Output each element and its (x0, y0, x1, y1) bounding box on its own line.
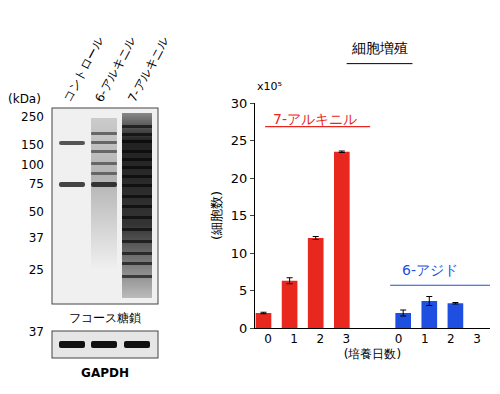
svg-text:コントロール: コントロール (60, 34, 106, 104)
svg-text:(培養日数): (培養日数) (344, 347, 401, 361)
svg-text:x10⁵: x10⁵ (257, 80, 282, 93)
svg-text:1: 1 (290, 332, 298, 346)
svg-text:250: 250 (21, 110, 44, 124)
svg-text:15: 15 (231, 208, 248, 223)
svg-text:細胞増殖: 細胞増殖 (351, 40, 408, 56)
svg-text:2: 2 (447, 332, 455, 346)
svg-text:50: 50 (29, 205, 44, 219)
svg-text:7-アルキニル: 7-アルキニル (125, 34, 171, 104)
svg-text:75: 75 (29, 177, 44, 191)
svg-text:37: 37 (29, 325, 44, 339)
svg-text:25: 25 (29, 263, 44, 277)
svg-text:2: 2 (316, 332, 324, 346)
svg-text:3: 3 (343, 332, 351, 346)
svg-text:6-アジド: 6-アジド (402, 262, 458, 278)
svg-text:1: 1 (421, 332, 429, 346)
svg-text:(kDa): (kDa) (8, 92, 41, 106)
svg-text:20: 20 (231, 171, 248, 186)
svg-text:3: 3 (473, 332, 481, 346)
svg-text:0: 0 (395, 332, 403, 346)
svg-text:100: 100 (21, 158, 44, 172)
svg-text:0: 0 (239, 321, 247, 336)
svg-text:6-アルキニル: 6-アルキニル (92, 34, 138, 104)
svg-text:フコース糖鎖: フコース糖鎖 (69, 311, 141, 325)
svg-text:7-アルキニル: 7-アルキニル (273, 111, 357, 127)
svg-text:(細胞数): (細胞数) (209, 191, 224, 240)
svg-text:GAPDH: GAPDH (81, 366, 129, 380)
svg-text:0: 0 (264, 332, 272, 346)
svg-text:5: 5 (239, 283, 247, 298)
svg-text:30: 30 (231, 96, 248, 111)
svg-text:37: 37 (29, 231, 44, 245)
svg-text:25: 25 (231, 133, 248, 148)
svg-text:150: 150 (21, 138, 44, 152)
svg-text:10: 10 (231, 246, 248, 261)
